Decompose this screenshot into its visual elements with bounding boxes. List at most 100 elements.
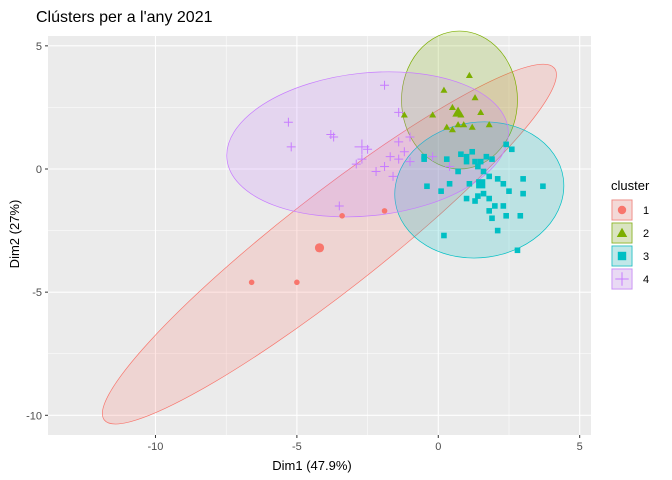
point-cluster-4 bbox=[380, 80, 390, 90]
x-tick-label: 0 bbox=[435, 441, 441, 453]
legend-symbol-3 bbox=[617, 251, 627, 261]
point-cluster-4 bbox=[385, 152, 395, 162]
point-cluster-4 bbox=[399, 147, 409, 157]
cluster-ellipses bbox=[102, 30, 565, 425]
point-cluster-3 bbox=[472, 198, 478, 204]
point-cluster-4 bbox=[371, 166, 381, 176]
point-cluster-1 bbox=[339, 212, 345, 219]
point-cluster-3 bbox=[463, 153, 470, 160]
point-cluster-3 bbox=[509, 146, 515, 153]
cluster-ellipse-1 bbox=[102, 63, 557, 425]
x-tick-label: 5 bbox=[577, 441, 583, 453]
point-cluster-1 bbox=[248, 279, 255, 286]
legend: cluster 1 2 3 4 bbox=[611, 178, 650, 290]
point-cluster-3 bbox=[455, 168, 461, 175]
cluster-points bbox=[248, 71, 546, 286]
point-cluster-3 bbox=[503, 212, 509, 219]
point-cluster-4 bbox=[334, 201, 344, 211]
point-cluster-2 bbox=[485, 121, 493, 128]
point-cluster-3 bbox=[463, 158, 470, 165]
point-cluster-4 bbox=[380, 162, 390, 172]
point-cluster-2 bbox=[443, 123, 451, 130]
y-axis-label: Dim2 (27%) bbox=[7, 200, 22, 269]
point-cluster-4 bbox=[405, 132, 415, 142]
point-cluster-4 bbox=[394, 137, 404, 147]
point-cluster-3 bbox=[421, 153, 427, 160]
point-cluster-4 bbox=[428, 152, 438, 162]
point-cluster-3 bbox=[441, 232, 447, 239]
point-cluster-3 bbox=[514, 247, 521, 254]
point-cluster-3 bbox=[477, 158, 484, 165]
x-tick-label: -10 bbox=[148, 441, 164, 453]
point-cluster-2 bbox=[471, 94, 479, 101]
x-tick-label: -5 bbox=[292, 441, 302, 453]
point-cluster-4 bbox=[283, 117, 293, 127]
point-cluster-3 bbox=[469, 148, 476, 155]
point-cluster-4 bbox=[445, 162, 455, 172]
point-cluster-3 bbox=[494, 227, 501, 234]
point-cluster-2 bbox=[465, 71, 473, 79]
cluster-ellipse-4 bbox=[226, 71, 509, 218]
point-cluster-3 bbox=[458, 151, 464, 158]
point-cluster-3 bbox=[486, 195, 492, 202]
point-cluster-1 bbox=[294, 279, 300, 286]
point-cluster-3 bbox=[438, 188, 444, 194]
point-cluster-4 bbox=[394, 107, 404, 117]
point-cluster-4 bbox=[286, 142, 296, 152]
centroid-cluster-3 bbox=[476, 179, 486, 189]
legend-title: cluster bbox=[611, 178, 650, 193]
point-cluster-3 bbox=[483, 153, 490, 160]
legend-label-2: 2 bbox=[643, 228, 649, 240]
point-cluster-3 bbox=[443, 156, 450, 162]
point-cluster-4 bbox=[357, 154, 367, 164]
point-cluster-2 bbox=[468, 123, 476, 130]
point-cluster-3 bbox=[475, 163, 481, 170]
grid bbox=[48, 36, 591, 435]
point-cluster-2 bbox=[460, 121, 468, 128]
point-cluster-1 bbox=[381, 208, 388, 214]
point-cluster-4 bbox=[388, 171, 398, 181]
point-cluster-3 bbox=[466, 180, 473, 187]
point-cluster-3 bbox=[520, 190, 526, 197]
point-cluster-4 bbox=[405, 157, 415, 167]
x-axis-label: Dim1 (47.9%) bbox=[272, 458, 351, 473]
point-cluster-3 bbox=[480, 190, 487, 197]
legend-label-1: 1 bbox=[643, 205, 649, 217]
point-cluster-4 bbox=[351, 159, 361, 169]
plot-panel bbox=[48, 36, 591, 435]
point-cluster-3 bbox=[540, 183, 546, 190]
point-cluster-3 bbox=[500, 180, 507, 187]
point-cluster-3 bbox=[517, 212, 524, 219]
point-cluster-3 bbox=[489, 156, 495, 162]
centroid-cluster-2 bbox=[452, 106, 464, 117]
point-cluster-2 bbox=[429, 111, 437, 118]
point-cluster-3 bbox=[520, 176, 526, 182]
legend-symbol-1 bbox=[617, 205, 627, 215]
legend-symbol-2 bbox=[616, 227, 628, 237]
centroid-cluster-1 bbox=[314, 243, 325, 253]
centroid-cluster-4 bbox=[354, 139, 370, 155]
point-cluster-4 bbox=[363, 144, 373, 154]
y-tick-label: -10 bbox=[26, 410, 42, 422]
point-cluster-3 bbox=[503, 141, 509, 148]
point-cluster-3 bbox=[480, 168, 487, 175]
point-cluster-3 bbox=[489, 215, 495, 222]
legend-label-3: 3 bbox=[643, 251, 649, 263]
legend-symbol-4 bbox=[615, 272, 629, 286]
point-cluster-2 bbox=[440, 86, 448, 93]
point-cluster-2 bbox=[454, 121, 462, 128]
y-tick-label: -5 bbox=[32, 287, 42, 299]
point-cluster-3 bbox=[486, 173, 492, 180]
point-cluster-3 bbox=[472, 158, 478, 165]
point-cluster-3 bbox=[475, 193, 481, 199]
point-cluster-2 bbox=[400, 111, 408, 118]
point-cluster-3 bbox=[494, 176, 501, 182]
point-cluster-2 bbox=[477, 108, 485, 115]
y-tick-label: 5 bbox=[36, 41, 42, 53]
point-cluster-2 bbox=[448, 103, 456, 111]
point-cluster-3 bbox=[492, 203, 498, 209]
point-cluster-4 bbox=[394, 154, 404, 164]
chart-title: Clústers per a l'any 2021 bbox=[36, 9, 213, 26]
axes: -10 -5 0 5 -10 -5 0 5 bbox=[26, 41, 583, 453]
